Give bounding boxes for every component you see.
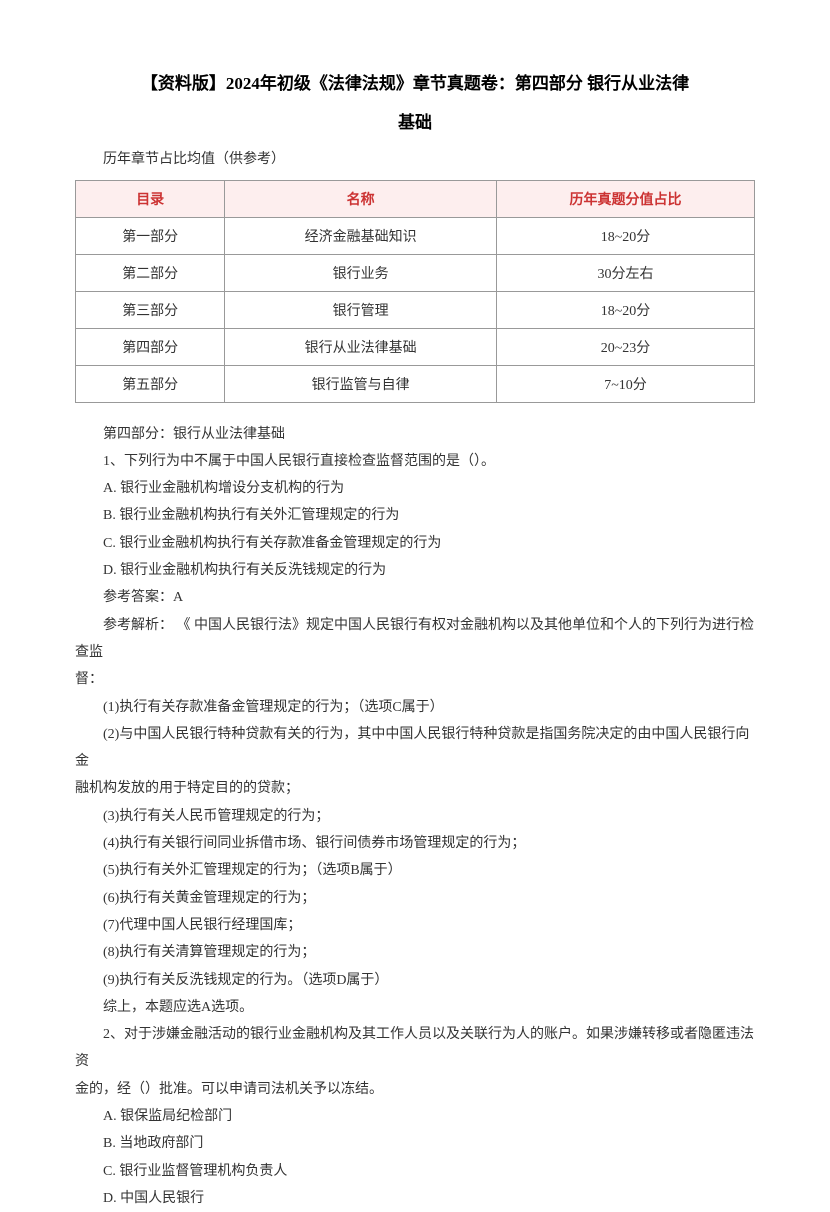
body-line: 2、对于涉嫌金融活动的银行业金融机构及其工作人员以及关联行为人的账户。如果涉嫌转… (75, 1021, 755, 1076)
body-line: D. 中国人民银行 (75, 1185, 755, 1212)
table-header: 历年真题分值占比 (496, 180, 754, 217)
table-cell: 第一部分 (76, 217, 225, 254)
body-line: (1)执行有关存款准备金管理规定的行为；（选项C属于） (75, 694, 755, 721)
body-line: (7)代理中国人民银行经理国库； (75, 912, 755, 939)
table-cell: 银行业务 (225, 254, 497, 291)
body-line-hanging: 金的，经（）批准。可以申请司法机关予以冻结。 (75, 1076, 755, 1103)
body-line: B. 银行业金融机构执行有关外汇管理规定的行为 (75, 502, 755, 529)
body-line: A. 银保监局纪检部门 (75, 1103, 755, 1130)
body-line: B. 当地政府部门 (75, 1130, 755, 1157)
table-row: 第四部分 银行从业法律基础 20~23分 (76, 328, 755, 365)
subtitle-text: 历年章节占比均值（供参考） (75, 148, 755, 168)
table-row: 第三部分 银行管理 18~20分 (76, 291, 755, 328)
body-line: (5)执行有关外汇管理规定的行为；（选项B属于） (75, 857, 755, 884)
main-title-line2: 基础 (75, 108, 755, 133)
body-line: (3)执行有关人民币管理规定的行为； (75, 803, 755, 830)
body-line: C. 银行业金融机构执行有关存款准备金管理规定的行为 (75, 530, 755, 557)
body-line-hanging: 督： (75, 666, 755, 693)
body-line: 参考解析： 《 中国人民银行法》规定中国人民银行有权对金融机构以及其他单位和个人… (75, 612, 755, 667)
table-cell: 20~23分 (496, 328, 754, 365)
table-cell: 18~20分 (496, 217, 754, 254)
table-header: 目录 (76, 180, 225, 217)
table-cell: 银行从业法律基础 (225, 328, 497, 365)
table-row: 第二部分 银行业务 30分左右 (76, 254, 755, 291)
body-line: (8)执行有关清算管理规定的行为； (75, 939, 755, 966)
body-line: 第四部分：银行从业法律基础 (75, 421, 755, 448)
table-cell: 第二部分 (76, 254, 225, 291)
table-row: 第一部分 经济金融基础知识 18~20分 (76, 217, 755, 254)
body-line: 综上，本题应选A选项。 (75, 994, 755, 1021)
body-line: (6)执行有关黄金管理规定的行为； (75, 885, 755, 912)
body-line-hanging: 融机构发放的用于特定目的的贷款； (75, 775, 755, 802)
body-line: (2)与中国人民银行特种贷款有关的行为，其中中国人民银行特种贷款是指国务院决定的… (75, 721, 755, 776)
body-line: (4)执行有关银行间同业拆借市场、银行间债券市场管理规定的行为； (75, 830, 755, 857)
table-header-row: 目录 名称 历年真题分值占比 (76, 180, 755, 217)
table-cell: 第四部分 (76, 328, 225, 365)
table-cell: 18~20分 (496, 291, 754, 328)
table-cell: 经济金融基础知识 (225, 217, 497, 254)
table-header: 名称 (225, 180, 497, 217)
table-cell: 7~10分 (496, 365, 754, 402)
body-line: (9)执行有关反洗钱规定的行为。（选项D属于） (75, 967, 755, 994)
score-table: 目录 名称 历年真题分值占比 第一部分 经济金融基础知识 18~20分 第二部分… (75, 180, 755, 403)
table-cell: 30分左右 (496, 254, 754, 291)
table-cell: 银行管理 (225, 291, 497, 328)
table-row: 第五部分 银行监管与自律 7~10分 (76, 365, 755, 402)
table-cell: 第五部分 (76, 365, 225, 402)
table-cell: 第三部分 (76, 291, 225, 328)
body-line: C. 银行业监督管理机构负责人 (75, 1158, 755, 1185)
table-cell: 银行监管与自律 (225, 365, 497, 402)
body-line: 1、下列行为中不属于中国人民银行直接检查监督范围的是（）。 (75, 448, 755, 475)
main-title-line1: 【资料版】2024年初级《法律法规》章节真题卷：第四部分 银行从业法律 (75, 60, 755, 108)
body-line: D. 银行业金融机构执行有关反洗钱规定的行为 (75, 557, 755, 584)
body-line: 参考答案：A (75, 584, 755, 611)
content-body: 第四部分：银行从业法律基础 1、下列行为中不属于中国人民银行直接检查监督范围的是… (75, 421, 755, 1212)
body-line: A. 银行业金融机构增设分支机构的行为 (75, 475, 755, 502)
